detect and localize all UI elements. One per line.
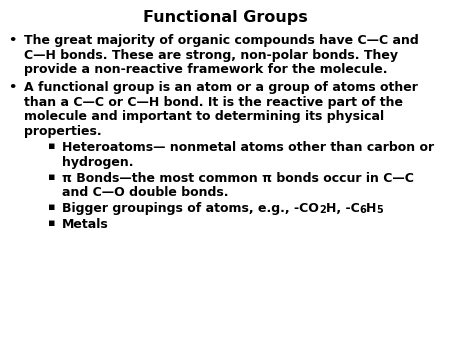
Text: than a C—C or C—H bond. It is the reactive part of the: than a C—C or C—H bond. It is the reacti… (24, 96, 403, 108)
Text: Heteroatoms— nonmetal atoms other than carbon or: Heteroatoms— nonmetal atoms other than c… (62, 141, 434, 154)
Text: Metals: Metals (62, 218, 109, 231)
Text: Bigger groupings of atoms, e.g., -CO: Bigger groupings of atoms, e.g., -CO (62, 202, 319, 215)
Text: π Bonds—the most common π bonds occur in C—C: π Bonds—the most common π bonds occur in… (62, 172, 414, 185)
Text: •: • (8, 81, 16, 94)
Text: H: H (366, 202, 377, 215)
Text: and C—O double bonds.: and C—O double bonds. (62, 186, 229, 199)
Text: H, -C: H, -C (326, 202, 360, 215)
Text: provide a non-reactive framework for the molecule.: provide a non-reactive framework for the… (24, 63, 387, 76)
Text: molecule and important to determining its physical: molecule and important to determining it… (24, 110, 384, 123)
Text: ▪: ▪ (48, 172, 55, 182)
Text: ▪: ▪ (48, 202, 55, 212)
Text: ▪: ▪ (48, 141, 55, 151)
Text: 6: 6 (360, 205, 366, 215)
Text: ▪: ▪ (48, 218, 55, 228)
Text: •: • (8, 34, 16, 47)
Text: hydrogen.: hydrogen. (62, 156, 134, 169)
Text: The great majority of organic compounds have C—C and: The great majority of organic compounds … (24, 34, 419, 47)
Text: Functional Groups: Functional Groups (143, 10, 307, 25)
Text: 5: 5 (377, 205, 383, 215)
Text: properties.: properties. (24, 125, 102, 138)
Text: A functional group is an atom or a group of atoms other: A functional group is an atom or a group… (24, 81, 418, 94)
Text: 2: 2 (319, 205, 326, 215)
Text: C—H bonds. These are strong, non-polar bonds. They: C—H bonds. These are strong, non-polar b… (24, 48, 398, 62)
